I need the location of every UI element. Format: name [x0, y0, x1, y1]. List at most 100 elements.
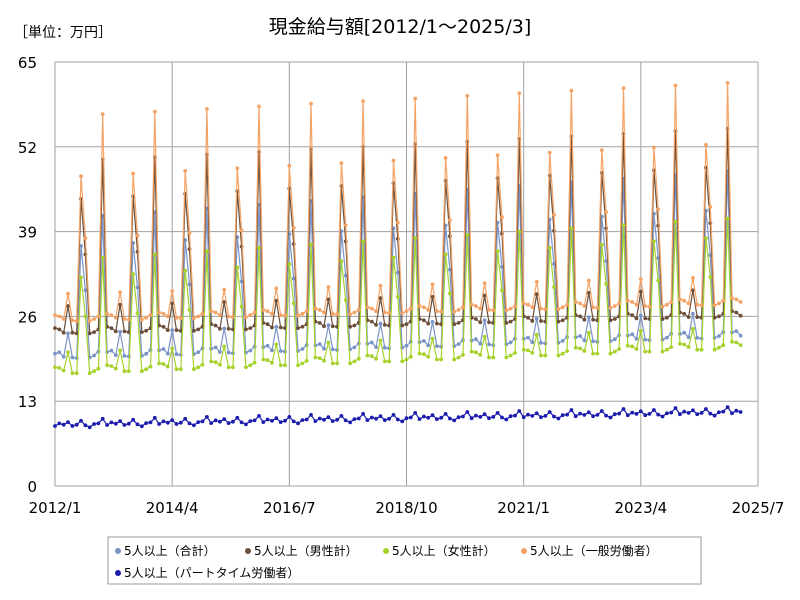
- data-point: [96, 366, 101, 371]
- data-point: [61, 317, 66, 321]
- data-point: [122, 354, 127, 358]
- data-point: [682, 311, 687, 316]
- data-point: [660, 349, 665, 354]
- data-point: [248, 326, 253, 330]
- data-point: [213, 310, 218, 315]
- data-point: [335, 417, 339, 422]
- data-point: [578, 334, 582, 338]
- data-point: [435, 309, 439, 314]
- data-point: [296, 326, 300, 330]
- data-point: [226, 365, 231, 370]
- data-point: [448, 291, 452, 296]
- data-point: [560, 318, 565, 323]
- data-point: [400, 323, 405, 328]
- data-point: [66, 420, 70, 424]
- data-point: [278, 363, 283, 368]
- data-point: [139, 369, 144, 374]
- data-point: [530, 340, 535, 345]
- data-point: [474, 317, 478, 321]
- data-point: [157, 361, 162, 366]
- data-point: [413, 236, 418, 241]
- data-point: [634, 302, 639, 307]
- data-point: [699, 303, 704, 308]
- data-point: [144, 421, 149, 425]
- data-point: [478, 415, 483, 419]
- data-point: [495, 411, 500, 415]
- y-tick-label: 52: [18, 139, 37, 157]
- data-point: [738, 300, 743, 304]
- data-point: [443, 412, 448, 416]
- data-point: [582, 413, 587, 417]
- data-point: [170, 289, 175, 293]
- data-point: [556, 416, 561, 421]
- data-point: [122, 369, 127, 374]
- data-point: [209, 309, 214, 314]
- data-point: [734, 408, 739, 413]
- data-point: [126, 317, 131, 322]
- data-point: [135, 233, 140, 238]
- data-point: [630, 344, 635, 349]
- data-point: [391, 158, 396, 163]
- data-point: [417, 351, 422, 356]
- data-point: [617, 347, 621, 351]
- data-point: [92, 317, 96, 321]
- data-point: [395, 270, 400, 275]
- data-point: [291, 301, 296, 306]
- data-point: [469, 416, 474, 421]
- data-point: [382, 323, 387, 327]
- data-point: [300, 361, 305, 366]
- data-point: [252, 360, 257, 365]
- data-point: [517, 91, 522, 96]
- data-point: [239, 304, 244, 309]
- data-point: [738, 333, 743, 338]
- data-point: [196, 314, 201, 319]
- data-point: [196, 420, 201, 424]
- data-point: [209, 421, 214, 425]
- data-point: [608, 306, 613, 310]
- data-point: [105, 363, 109, 368]
- data-point: [452, 418, 457, 423]
- data-point: [504, 417, 509, 422]
- data-point: [725, 81, 730, 85]
- data-point: [712, 413, 717, 418]
- data-point: [422, 414, 426, 419]
- data-point: [369, 340, 374, 345]
- data-point: [565, 349, 569, 353]
- data-point: [244, 315, 248, 319]
- data-point: [365, 353, 370, 358]
- x-tick-label: 2018/10: [375, 499, 437, 517]
- data-point: [665, 335, 669, 340]
- data-point: [365, 418, 370, 422]
- data-point: [109, 326, 114, 330]
- data-point: [665, 315, 669, 320]
- data-point: [638, 409, 643, 414]
- data-point: [74, 371, 79, 376]
- data-point: [248, 363, 253, 368]
- data-point: [491, 308, 496, 313]
- data-point: [352, 310, 357, 315]
- data-point: [152, 109, 157, 114]
- data-point: [66, 331, 70, 336]
- data-point: [552, 212, 556, 217]
- data-point: [218, 419, 222, 424]
- data-point: [586, 291, 591, 295]
- data-point: [165, 351, 170, 356]
- data-point: [404, 322, 409, 327]
- data-point: [395, 220, 400, 225]
- data-point: [122, 317, 127, 321]
- data-point: [578, 314, 582, 319]
- data-point: [456, 321, 461, 325]
- data-point: [348, 420, 352, 425]
- data-point: [630, 410, 635, 415]
- series-4: [53, 81, 743, 323]
- data-point: [734, 297, 739, 302]
- data-point: [74, 319, 79, 323]
- data-point: [478, 306, 483, 311]
- data-point: [426, 343, 431, 348]
- data-point: [278, 420, 283, 424]
- data-point: [287, 262, 292, 267]
- data-point: [634, 347, 639, 351]
- data-point: [461, 305, 465, 310]
- data-point: [378, 296, 383, 300]
- data-point: [92, 369, 96, 374]
